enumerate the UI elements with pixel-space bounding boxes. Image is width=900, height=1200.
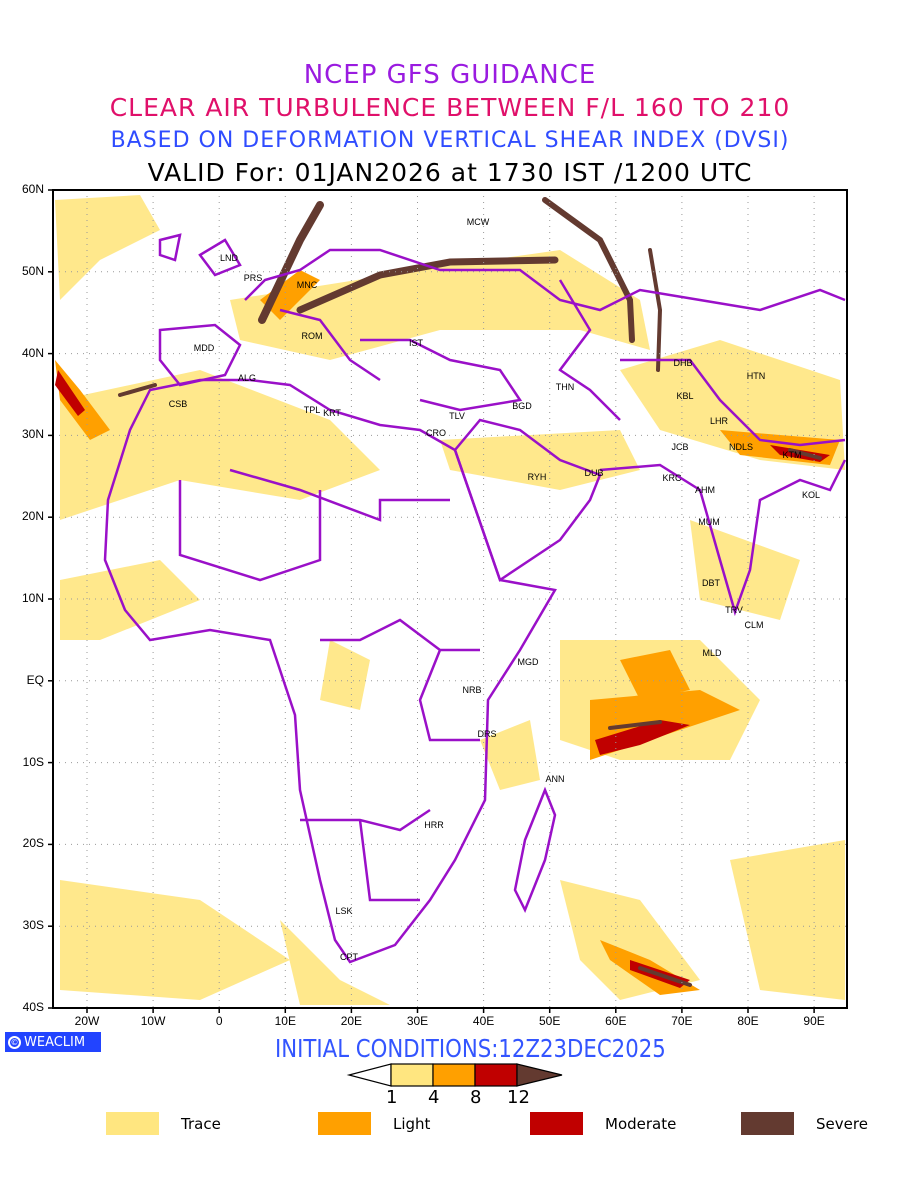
city-label: THN bbox=[555, 382, 575, 392]
colorbar-light bbox=[432, 1063, 476, 1087]
lat-label: 20N bbox=[21, 509, 44, 524]
city-label: IST bbox=[408, 338, 424, 348]
lat-label: EQ bbox=[26, 672, 44, 687]
title-model: NCEP GFS GUIDANCE bbox=[303, 60, 597, 90]
city-label: MGD bbox=[517, 657, 539, 667]
colorbar-moderate bbox=[474, 1063, 518, 1087]
legend-label: Trace bbox=[181, 1114, 221, 1133]
city-label: KRT bbox=[323, 408, 341, 418]
title-method: BASED ON DEFORMATION VERTICAL SHEAR INDE… bbox=[110, 128, 790, 153]
lon-label: 90E bbox=[803, 1014, 825, 1028]
lon-label: 10W bbox=[140, 1014, 166, 1028]
city-label: JCB bbox=[671, 442, 689, 452]
colorbar-tick: 4 bbox=[428, 1087, 440, 1108]
colorbar-tick: 8 bbox=[470, 1087, 482, 1108]
city-label: ANN bbox=[545, 774, 565, 784]
city-label: LHR bbox=[709, 416, 729, 426]
legend-swatch bbox=[318, 1112, 371, 1135]
legend-swatch bbox=[741, 1112, 794, 1135]
lon-label: 70E bbox=[671, 1014, 693, 1028]
city-label: TPL bbox=[303, 405, 321, 415]
legend-trace: Trace bbox=[106, 1112, 221, 1135]
title-product: CLEAR AIR TURBULENCE BETWEEN F/L 160 TO … bbox=[109, 93, 791, 122]
city-label: NDLS bbox=[728, 442, 754, 452]
lon-label: 60E bbox=[605, 1014, 627, 1028]
city-label: DHB bbox=[673, 358, 693, 368]
city-label: MUM bbox=[698, 517, 720, 527]
city-label: ALG bbox=[237, 373, 257, 383]
colorbar-tick: 12 bbox=[507, 1087, 530, 1108]
city-label: DBT bbox=[702, 578, 720, 588]
city-label: CLM bbox=[744, 620, 764, 630]
lon-label: 30E bbox=[406, 1014, 429, 1028]
lat-label: 40N bbox=[21, 345, 44, 360]
city-label: MNC bbox=[296, 280, 318, 290]
lat-label: 30S bbox=[22, 918, 44, 933]
city-label: AHM bbox=[695, 485, 715, 495]
lat-label: 30N bbox=[21, 427, 44, 442]
city-label: RYH bbox=[527, 472, 547, 482]
city-label: MLD bbox=[702, 648, 722, 658]
lat-label: 20S bbox=[22, 836, 44, 851]
city-label: LND bbox=[219, 253, 239, 263]
city-label: PRS bbox=[243, 273, 263, 283]
city-label: KOL bbox=[801, 490, 821, 500]
city-label: TRV bbox=[725, 605, 743, 615]
copyright-icon: © bbox=[8, 1035, 21, 1049]
city-label: LSK bbox=[335, 906, 353, 916]
lat-label: 60N bbox=[21, 182, 44, 196]
legend-label: Severe bbox=[816, 1114, 868, 1133]
legend-swatch bbox=[106, 1112, 159, 1135]
city-label: CPT bbox=[340, 952, 358, 962]
lat-label: 10S bbox=[22, 754, 44, 769]
initial-conditions: INITIAL CONDITIONS:12Z23DEC2025 bbox=[275, 1034, 666, 1063]
turbulence-field bbox=[55, 195, 845, 1005]
city-label: BGD bbox=[512, 401, 532, 411]
city-label: KRC bbox=[662, 473, 682, 483]
city-label: CRO bbox=[426, 428, 446, 438]
colorbar-tick: 1 bbox=[386, 1087, 398, 1108]
city-label: MCW bbox=[466, 217, 490, 227]
lat-label: 10N bbox=[21, 591, 44, 605]
city-label: DRS bbox=[477, 729, 497, 739]
lat-label: 50N bbox=[21, 263, 44, 278]
weaclim-logo: © WEACLIM bbox=[5, 1032, 101, 1052]
city-label: CSB bbox=[168, 399, 188, 409]
city-label: MDD bbox=[193, 343, 215, 353]
legend-light: Light bbox=[318, 1112, 430, 1135]
legend-severe: Severe bbox=[741, 1112, 868, 1135]
lon-label: 0 bbox=[215, 1014, 223, 1028]
colorbar bbox=[346, 1063, 563, 1087]
colorbar-trace bbox=[390, 1063, 434, 1087]
lon-label: 20E bbox=[340, 1014, 363, 1028]
lon-label: 20W bbox=[74, 1014, 100, 1028]
legend-swatch bbox=[530, 1112, 583, 1135]
city-label: ROM bbox=[301, 331, 323, 341]
lat-label: 40S bbox=[22, 1000, 44, 1014]
logo-text: WEACLIM bbox=[24, 1034, 86, 1050]
title-valid-time: VALID For: 01JAN2026 at 1730 IST /1200 U… bbox=[147, 158, 753, 187]
legend-moderate: Moderate bbox=[530, 1112, 676, 1135]
lon-label: 80E bbox=[737, 1014, 759, 1028]
city-label: TLV bbox=[449, 411, 465, 421]
city-label: KTM bbox=[782, 450, 802, 460]
city-label: NRB bbox=[462, 685, 482, 695]
legend-label: Moderate bbox=[605, 1114, 677, 1133]
city-label: KBL bbox=[676, 391, 694, 401]
lon-label: 10E bbox=[274, 1014, 296, 1028]
lon-label: 50E bbox=[539, 1014, 561, 1028]
city-label: DUB bbox=[584, 468, 604, 478]
lon-label: 40E bbox=[472, 1014, 495, 1028]
city-label: HTN bbox=[746, 371, 766, 381]
legend-label: Light bbox=[393, 1114, 431, 1133]
colorbar-severe bbox=[516, 1063, 563, 1087]
city-label: HRR bbox=[424, 820, 444, 830]
graticule bbox=[53, 189, 847, 1009]
country-boundaries bbox=[103, 233, 847, 964]
